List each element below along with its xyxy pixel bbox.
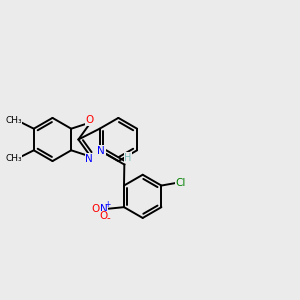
Text: CH₃: CH₃ xyxy=(5,154,22,163)
Text: N: N xyxy=(97,146,105,156)
Text: O: O xyxy=(91,204,99,214)
Text: CH₃: CH₃ xyxy=(5,116,22,125)
Text: +: + xyxy=(104,200,110,209)
Text: Cl: Cl xyxy=(175,178,185,188)
Text: N: N xyxy=(100,204,107,214)
Text: H: H xyxy=(124,153,132,163)
Text: O: O xyxy=(85,115,93,125)
Text: O: O xyxy=(100,211,108,221)
Text: -: - xyxy=(106,214,110,224)
Text: N: N xyxy=(85,154,93,164)
